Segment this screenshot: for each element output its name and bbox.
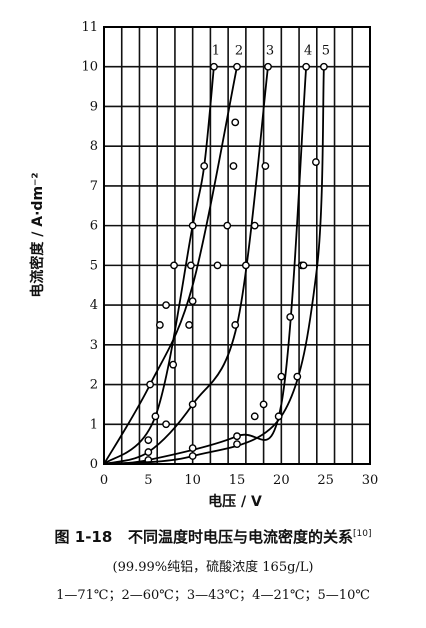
series-label: 4: [304, 44, 312, 59]
y-tick-label: 9: [90, 99, 98, 114]
data-point: [188, 444, 197, 453]
x-tick-label: 0: [100, 473, 108, 488]
data-point: [188, 221, 197, 230]
data-point: [277, 372, 286, 381]
data-point: [233, 440, 241, 449]
series-line-2: [103, 66, 238, 465]
data-point: [250, 412, 259, 421]
data-point: [299, 261, 308, 270]
y-tick-label: 10: [81, 60, 98, 75]
data-point: [286, 313, 295, 321]
data-point: [213, 261, 222, 270]
data-point: [241, 261, 250, 270]
data-point: [229, 162, 238, 170]
x-tick-label: 30: [362, 473, 379, 488]
series-label: 1: [212, 44, 220, 59]
figure-title: 不同温度时电压与电流密度的关系: [127, 528, 353, 546]
data-point: [259, 400, 268, 409]
x-tick-label: 15: [229, 473, 246, 488]
y-tick-label: 8: [90, 139, 98, 154]
y-tick-label: 0: [90, 457, 98, 472]
series-label: 3: [266, 44, 274, 59]
data-point: [188, 400, 197, 409]
data-point: [144, 448, 153, 456]
data-point: [188, 452, 197, 460]
series-line-5: [103, 66, 325, 465]
x-tick-label: 10: [184, 473, 201, 488]
data-point: [293, 372, 302, 381]
figure-subtitle: (99.99%纯铝，硫酸浓度 165g/L): [112, 560, 314, 575]
data-point: [185, 321, 194, 329]
y-tick-label: 4: [90, 298, 98, 313]
data-point: [188, 297, 197, 306]
data-point: [233, 62, 241, 71]
reference-mark: [10]: [352, 529, 372, 539]
series-5: 5: [103, 44, 330, 465]
data-point: [319, 62, 328, 71]
y-tick-label: 5: [90, 258, 98, 273]
data-point: [264, 62, 272, 71]
data-point: [146, 380, 155, 389]
x-tick-label: 20: [273, 473, 290, 488]
series-3: 3: [103, 44, 274, 465]
y-tick-label: 6: [90, 219, 98, 234]
figure-label: 图 1-18: [54, 528, 113, 546]
x-tick-label: 5: [144, 473, 152, 488]
series-label: 5: [322, 44, 330, 59]
data-point: [155, 321, 164, 329]
data-point: [274, 412, 283, 421]
data-point: [233, 432, 241, 441]
y-tick-label: 11: [81, 20, 98, 35]
data-point: [250, 221, 259, 230]
data-point: [200, 162, 209, 170]
plot-frame: [103, 26, 371, 465]
y-tick-label: 3: [90, 338, 98, 353]
data-point: [231, 321, 240, 329]
figure-legend: 1—71℃；2—60℃；3—43℃；4—21℃；5—10℃: [56, 588, 370, 603]
data-point: [162, 420, 170, 429]
data-point: [261, 162, 270, 170]
series-1: 1: [103, 44, 220, 465]
data-point: [231, 118, 240, 127]
x-tick-label: 25: [317, 473, 334, 488]
data-point: [144, 436, 153, 445]
data-point: [223, 221, 232, 230]
series-2: 2: [103, 44, 243, 465]
series-line-1: [103, 66, 215, 465]
y-tick-label: 7: [90, 179, 98, 194]
y-tick-label: 1: [90, 417, 98, 432]
data-point: [162, 301, 170, 309]
y-axis-label: 电流密度 / A·dm⁻²: [29, 172, 46, 297]
data-point: [151, 412, 160, 421]
y-tick-label: 2: [90, 378, 98, 393]
series-label: 2: [235, 44, 243, 59]
data-point: [302, 62, 311, 71]
data-point: [312, 158, 320, 166]
figure-caption: 图 1-18 不同温度时电压与电流密度的关系[10]: [0, 526, 426, 547]
data-point: [169, 360, 178, 369]
grid: [103, 26, 371, 465]
data-point: [170, 261, 178, 270]
data-point: [210, 62, 218, 71]
data-point: [186, 261, 195, 270]
x-axis-label: 电压 / V: [208, 493, 262, 510]
axes: [103, 26, 371, 465]
